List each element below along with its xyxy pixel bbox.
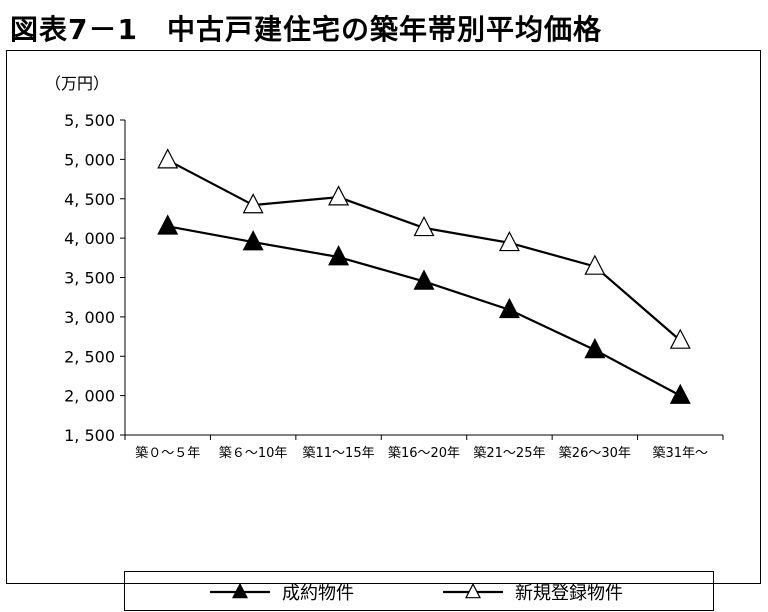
data-point-contracted <box>413 269 435 290</box>
x-tick-label: 築11～15年 <box>303 446 375 461</box>
y-tick-label: 3, 500 <box>64 269 115 288</box>
data-point-contracted <box>584 338 606 359</box>
y-tick-label: 2, 500 <box>64 347 115 366</box>
y-tick-label: 2, 000 <box>64 387 115 406</box>
data-point-new-listing <box>157 148 179 169</box>
legend-label: 成約物件 <box>282 583 354 604</box>
x-tick-label: 築16～20年 <box>388 446 460 461</box>
data-point-new-listing <box>584 254 606 275</box>
x-tick-label: 築６～10年 <box>219 446 288 461</box>
data-point-new-listing <box>328 185 350 206</box>
y-tick-label: 5, 500 <box>64 111 115 130</box>
y-tick-label: 5, 000 <box>64 150 115 169</box>
data-point-new-listing <box>498 230 520 252</box>
y-tick-label: 1, 500 <box>64 426 115 445</box>
y-tick-label: 4, 500 <box>64 190 115 209</box>
data-point-new-listing <box>669 328 691 349</box>
x-tick-label: 築21～25年 <box>473 446 545 461</box>
data-point-contracted <box>242 230 264 251</box>
data-point-new-listing <box>242 193 264 214</box>
y-tick-label: 4, 000 <box>64 229 115 248</box>
series-line-contracted <box>167 225 681 397</box>
data-point-new-listing <box>413 215 435 237</box>
data-point-contracted <box>157 214 179 235</box>
y-tick-label: 3, 000 <box>64 308 115 327</box>
data-point-contracted <box>498 297 520 319</box>
legend-svg: 成約物件 新規登録物件 <box>210 582 623 604</box>
chart-frame: 1, 500 2, 000 2, 500 3, 000 3, 500 4, 000 4, 5… <box>6 50 761 611</box>
chart-legend: 成約物件 新規登録物件 <box>124 571 714 611</box>
figure-title: 図表7－1 中古戸建住宅の築年帯別平均価格 <box>10 13 602 46</box>
line-chart: 1, 500 2, 000 2, 500 3, 000 3, 500 4, 000 4, 5… <box>45 74 724 461</box>
y-axis-label: （万円） <box>45 74 109 93</box>
data-point-contracted <box>669 383 691 404</box>
x-tick-label: 築０～５年 <box>135 446 200 461</box>
x-tick-label: 築31年～ <box>653 446 709 461</box>
x-tick-label: 築26～30年 <box>559 446 631 461</box>
data-point-contracted <box>328 245 350 266</box>
legend-label: 新規登録物件 <box>515 583 623 604</box>
